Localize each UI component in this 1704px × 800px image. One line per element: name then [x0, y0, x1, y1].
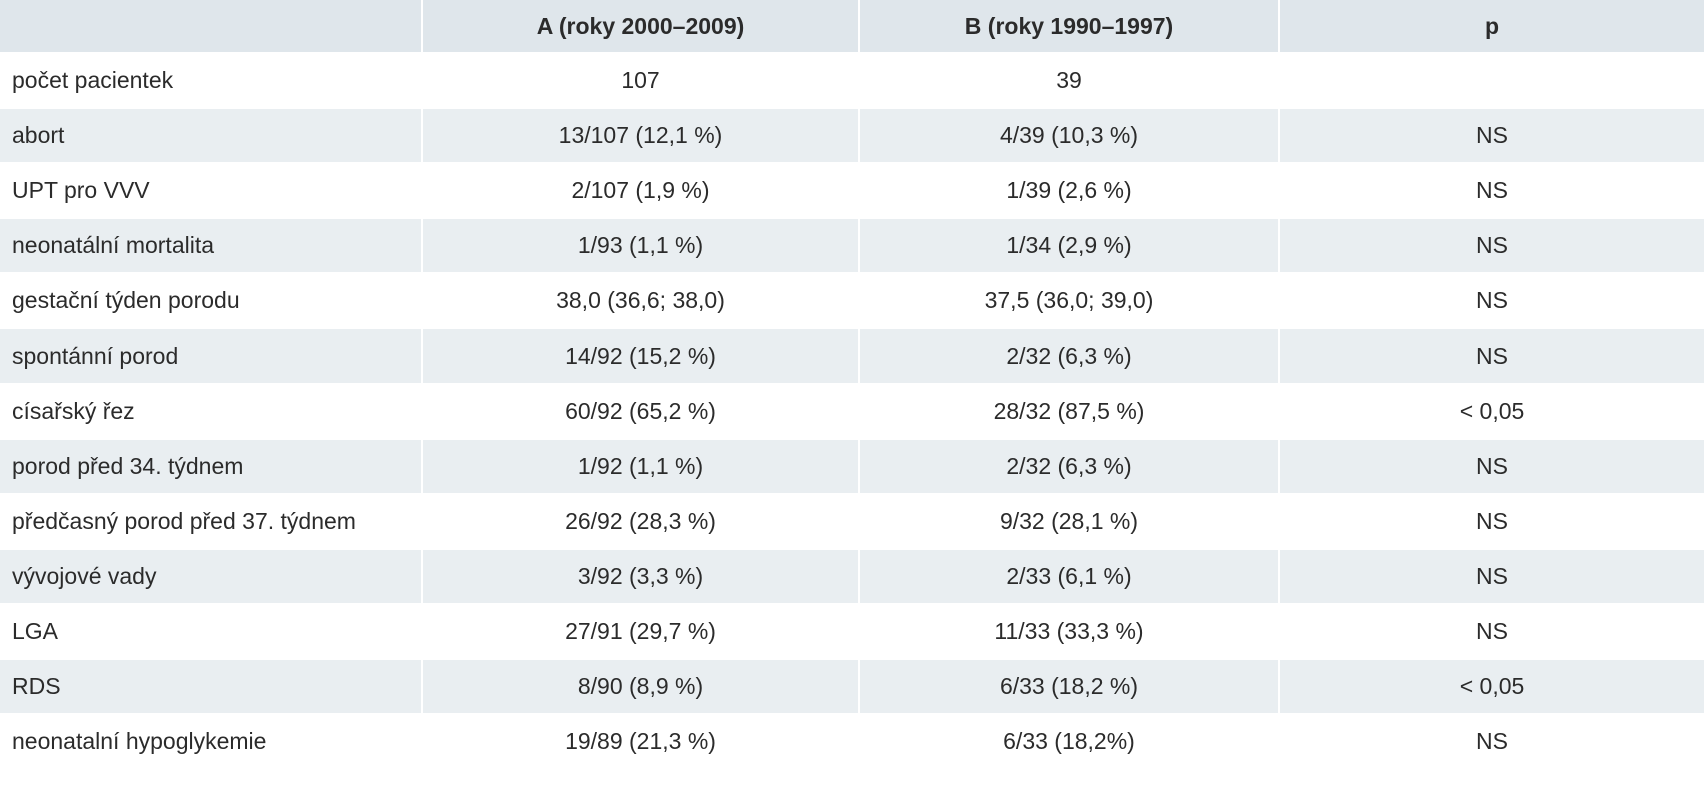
table-row: RDS 8/90 (8,9 %) 6/33 (18,2 %) < 0,05 [0, 659, 1704, 716]
row-label: LGA [0, 603, 423, 661]
header-cell-p-value: p [1279, 0, 1704, 54]
row-label: neonatální mortalita [0, 218, 423, 275]
table-row: císařský řez 60/92 (65,2 %) 28/32 (87,5 … [0, 383, 1704, 440]
table-row: UPT pro VVV 2/107 (1,9 %) 1/39 (2,6 %) N… [0, 163, 1704, 220]
cell-p-value: < 0,05 [1279, 659, 1704, 716]
table-header: A (roky 2000–2009) B (roky 1990–1997) p [0, 0, 1704, 54]
cell-group-a: 107 [422, 53, 860, 110]
cell-p-value: NS [1279, 328, 1704, 385]
table-row: gestační týden porodu 38,0 (36,6; 38,0) … [0, 273, 1704, 330]
results-table-container: A (roky 2000–2009) B (roky 1990–1997) p … [0, 0, 1704, 771]
cell-group-b: 37,5 (36,0; 39,0) [859, 273, 1280, 330]
row-label: vývojové vady [0, 548, 423, 605]
table-row: počet pacientek 107 39 [0, 53, 1704, 110]
row-label: UPT pro VVV [0, 163, 423, 220]
cell-group-b: 6/33 (18,2 %) [859, 659, 1280, 716]
cell-p-value: NS [1279, 438, 1704, 495]
table-row: neonatalní hypoglykemie 19/89 (21,3 %) 6… [0, 714, 1704, 771]
cell-group-a: 1/92 (1,1 %) [422, 438, 860, 495]
cell-group-b: 2/32 (6,3 %) [859, 328, 1280, 385]
cell-group-b: 9/32 (28,1 %) [859, 493, 1280, 550]
row-label: neonatalní hypoglykemie [0, 714, 423, 771]
header-row: A (roky 2000–2009) B (roky 1990–1997) p [0, 0, 1704, 54]
cell-p-value: NS [1279, 493, 1704, 550]
table-row: spontánní porod 14/92 (15,2 %) 2/32 (6,3… [0, 328, 1704, 385]
cell-group-b: 11/33 (33,3 %) [859, 603, 1280, 661]
table-body: počet pacientek 107 39 abort 13/107 (12,… [0, 53, 1704, 771]
cell-group-a: 19/89 (21,3 %) [422, 714, 860, 771]
table-row: předčasný porod před 37. týdnem 26/92 (2… [0, 493, 1704, 550]
table-row: neonatální mortalita 1/93 (1,1 %) 1/34 (… [0, 218, 1704, 275]
cell-p-value: < 0,05 [1279, 383, 1704, 440]
cell-group-a: 60/92 (65,2 %) [422, 383, 860, 440]
cell-group-b: 6/33 (18,2%) [859, 714, 1280, 771]
cell-group-b: 1/34 (2,9 %) [859, 218, 1280, 275]
cell-p-value: NS [1279, 218, 1704, 275]
row-label: předčasný porod před 37. týdnem [0, 493, 423, 550]
cell-group-b: 39 [859, 53, 1280, 110]
cell-group-b: 2/32 (6,3 %) [859, 438, 1280, 495]
table-row: porod před 34. týdnem 1/92 (1,1 %) 2/32 … [0, 438, 1704, 495]
cell-p-value [1279, 53, 1704, 110]
cell-p-value: NS [1279, 714, 1704, 771]
cell-group-a: 2/107 (1,9 %) [422, 163, 860, 220]
row-label: gestační týden porodu [0, 273, 423, 330]
cell-group-a: 38,0 (36,6; 38,0) [422, 273, 860, 330]
row-label: porod před 34. týdnem [0, 438, 423, 495]
row-label: počet pacientek [0, 53, 423, 110]
row-label: RDS [0, 659, 423, 716]
cell-group-b: 1/39 (2,6 %) [859, 163, 1280, 220]
cell-p-value: NS [1279, 273, 1704, 330]
cell-group-a: 13/107 (12,1 %) [422, 108, 860, 165]
cell-group-b: 4/39 (10,3 %) [859, 108, 1280, 165]
results-table: A (roky 2000–2009) B (roky 1990–1997) p … [0, 0, 1704, 771]
cell-group-a: 26/92 (28,3 %) [422, 493, 860, 550]
header-cell-label [0, 0, 423, 54]
row-label: abort [0, 108, 423, 165]
cell-p-value: NS [1279, 108, 1704, 165]
cell-group-a: 14/92 (15,2 %) [422, 328, 860, 385]
cell-group-a: 27/91 (29,7 %) [422, 603, 860, 661]
header-cell-group-b: B (roky 1990–1997) [859, 0, 1280, 54]
table-row: abort 13/107 (12,1 %) 4/39 (10,3 %) NS [0, 108, 1704, 165]
row-label: spontánní porod [0, 328, 423, 385]
cell-group-a: 3/92 (3,3 %) [422, 548, 860, 605]
cell-p-value: NS [1279, 603, 1704, 661]
cell-p-value: NS [1279, 548, 1704, 605]
cell-p-value: NS [1279, 163, 1704, 220]
row-label: císařský řez [0, 383, 423, 440]
cell-group-b: 28/32 (87,5 %) [859, 383, 1280, 440]
cell-group-b: 2/33 (6,1 %) [859, 548, 1280, 605]
cell-group-a: 8/90 (8,9 %) [422, 659, 860, 716]
header-cell-group-a: A (roky 2000–2009) [422, 0, 860, 54]
table-row: LGA 27/91 (29,7 %) 11/33 (33,3 %) NS [0, 603, 1704, 661]
table-row: vývojové vady 3/92 (3,3 %) 2/33 (6,1 %) … [0, 548, 1704, 605]
cell-group-a: 1/93 (1,1 %) [422, 218, 860, 275]
